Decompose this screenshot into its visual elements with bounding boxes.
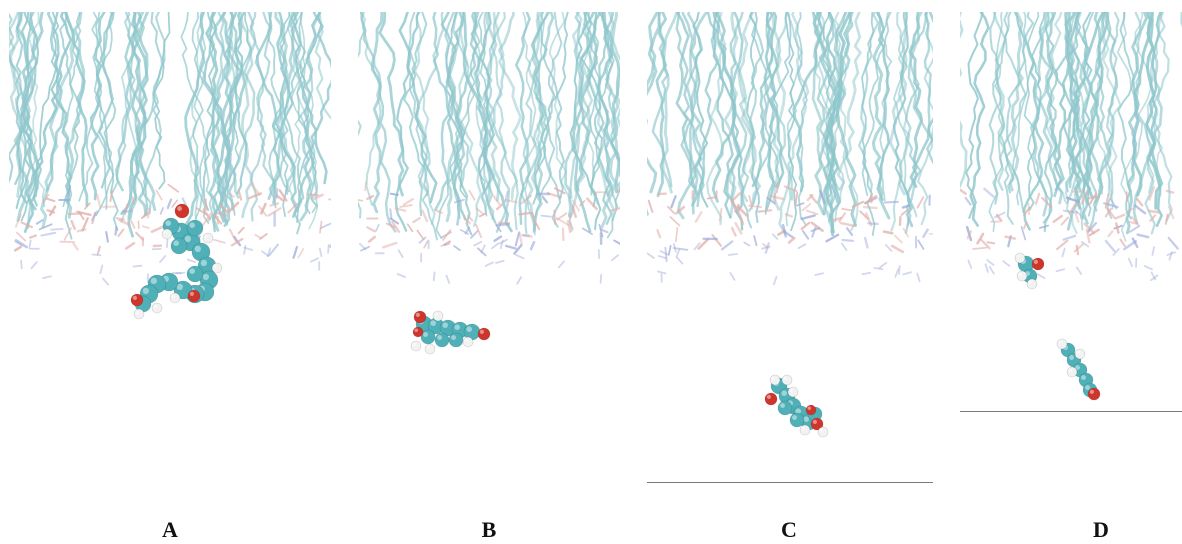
panel-c-molecule <box>764 374 829 438</box>
panel-d-fragment-lower <box>1056 338 1101 401</box>
panel-label-b: B <box>481 517 497 542</box>
lipid-headgroup-tips <box>967 240 1176 282</box>
lipid-headgroups <box>358 180 620 257</box>
panel-b-molecule <box>410 310 491 355</box>
panel-b-membrane <box>358 12 620 355</box>
panel-d-fragment-upper <box>1014 252 1045 290</box>
panel-label-d: D <box>1093 517 1109 542</box>
panel-label-a: A <box>162 517 178 542</box>
lipid-headgroup-tips <box>647 242 921 286</box>
panel-a <box>9 12 331 482</box>
lipid-headgroups <box>960 186 1179 256</box>
panel-c-baseline <box>647 482 933 483</box>
panel-b <box>358 12 620 482</box>
panel-a-membrane <box>9 12 331 320</box>
lipid-headgroups <box>647 181 933 263</box>
lipid-headgroup-tips <box>358 238 620 285</box>
panel-c-membrane <box>647 12 933 438</box>
panel-d-baseline <box>960 411 1182 412</box>
panel-a-molecule <box>130 203 223 320</box>
panel-d <box>960 12 1182 482</box>
lipid-tails <box>960 12 1182 242</box>
lipid-tails <box>358 12 620 241</box>
panel-c <box>647 12 933 482</box>
panel-d-membrane <box>960 12 1182 401</box>
lipid-tails <box>647 12 933 237</box>
panel-label-c: C <box>781 517 797 542</box>
lipid-tails <box>9 12 331 240</box>
